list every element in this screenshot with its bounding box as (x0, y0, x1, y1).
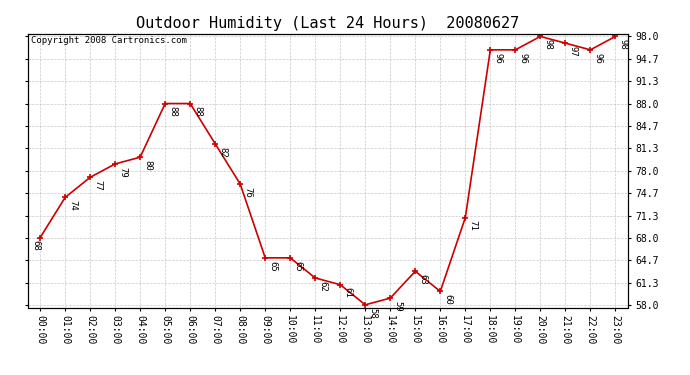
Text: 60: 60 (443, 294, 452, 305)
Text: 88: 88 (193, 106, 202, 117)
Text: 58: 58 (368, 308, 377, 318)
Text: 62: 62 (318, 281, 327, 291)
Title: Outdoor Humidity (Last 24 Hours)  20080627: Outdoor Humidity (Last 24 Hours) 2008062… (136, 16, 520, 31)
Text: 97: 97 (568, 46, 577, 57)
Text: 82: 82 (218, 147, 227, 158)
Text: 63: 63 (418, 274, 427, 285)
Text: 96: 96 (518, 53, 527, 63)
Text: 88: 88 (168, 106, 177, 117)
Text: 79: 79 (118, 167, 127, 177)
Text: 65: 65 (268, 261, 277, 272)
Text: 80: 80 (143, 160, 152, 171)
Text: 98: 98 (543, 39, 552, 50)
Text: 61: 61 (343, 288, 352, 298)
Text: Copyright 2008 Cartronics.com: Copyright 2008 Cartronics.com (30, 36, 186, 45)
Text: 71: 71 (468, 220, 477, 231)
Text: 74: 74 (68, 200, 77, 211)
Text: 77: 77 (93, 180, 102, 191)
Text: 98: 98 (618, 39, 627, 50)
Text: 76: 76 (243, 187, 252, 198)
Text: 68: 68 (32, 240, 41, 251)
Text: 59: 59 (393, 301, 402, 312)
Text: 65: 65 (293, 261, 302, 272)
Text: 96: 96 (593, 53, 602, 63)
Text: 96: 96 (493, 53, 502, 63)
